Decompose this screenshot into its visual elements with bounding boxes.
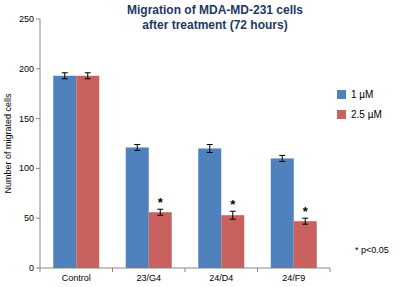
bar xyxy=(53,76,76,268)
x-tick xyxy=(40,268,41,272)
significance: * xyxy=(230,197,236,212)
bar xyxy=(294,221,317,268)
significance: * xyxy=(303,204,309,219)
bar xyxy=(149,212,172,268)
y-tick xyxy=(36,168,40,169)
bars xyxy=(53,73,317,268)
y-tick-label: 150 xyxy=(19,114,34,124)
error-bar xyxy=(230,211,236,219)
x-tick xyxy=(185,268,186,272)
significance: * xyxy=(158,195,164,210)
error-bar xyxy=(207,144,213,152)
title: Migration of MDA-MD-231 cells xyxy=(127,3,303,17)
x-tick xyxy=(257,268,258,272)
y-tick-label: 250 xyxy=(19,14,34,24)
error-bar xyxy=(134,144,140,150)
y-tick xyxy=(36,68,40,69)
y-tick xyxy=(36,268,40,269)
x-tick-label: 23/G4 xyxy=(136,273,161,283)
y-tick-label: 200 xyxy=(19,64,34,74)
bar xyxy=(76,76,99,268)
x-tick xyxy=(330,268,331,272)
chart: Migration of MDA-MD-231 cellsafter treat… xyxy=(0,0,400,287)
x-tick-label: 24/F9 xyxy=(282,273,305,283)
y-tick xyxy=(36,19,40,20)
error-bar xyxy=(85,73,91,79)
y-tick-label: 50 xyxy=(24,213,34,223)
note: * p<0.05 xyxy=(355,245,389,255)
y-tick xyxy=(36,218,40,219)
bar xyxy=(221,215,244,268)
error-bar xyxy=(279,155,285,161)
error-bar xyxy=(62,73,68,79)
bar xyxy=(198,148,221,268)
y-axis-label: Number of migrated cells xyxy=(3,93,13,194)
bar xyxy=(126,147,149,268)
bar xyxy=(271,158,294,268)
y-axis xyxy=(40,19,41,268)
subtitle: after treatment (72 hours) xyxy=(142,18,287,32)
legend-swatch xyxy=(337,90,346,99)
legend-label: 2.5 µM xyxy=(351,109,382,120)
y-tick xyxy=(36,118,40,119)
x-tick-label: Control xyxy=(62,273,91,283)
x-tick xyxy=(112,268,113,272)
y-tick-label: 0 xyxy=(29,263,34,273)
legend-label: 1 µM xyxy=(351,89,373,100)
legend-swatch xyxy=(337,110,346,119)
x-tick-label: 24/D4 xyxy=(209,273,233,283)
y-tick-label: 100 xyxy=(19,163,34,173)
